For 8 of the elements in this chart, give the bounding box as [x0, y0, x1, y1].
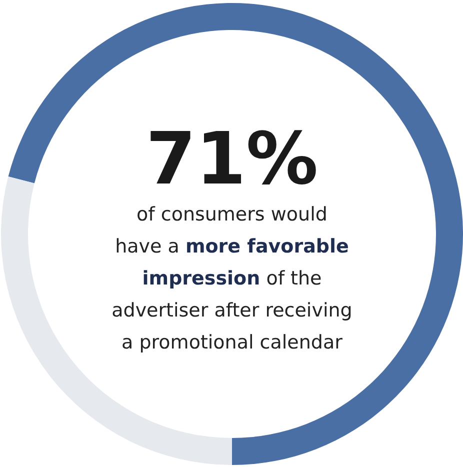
- text: have a: [115, 236, 180, 258]
- text: advertiser after receiving: [112, 300, 352, 322]
- text: of the: [266, 268, 322, 290]
- data-label: 71%: [146, 116, 318, 200]
- text: more favorable: [185, 236, 349, 258]
- text: impression: [142, 268, 260, 290]
- text: a promotional calendar: [122, 332, 343, 354]
- text: of consumers would: [136, 204, 328, 226]
